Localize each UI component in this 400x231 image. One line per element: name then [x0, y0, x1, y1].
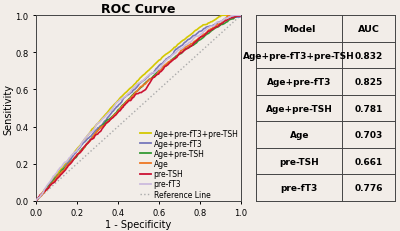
Text: pre-fT3: pre-fT3: [280, 183, 318, 192]
pre-TSH: [238, 15, 243, 18]
Text: 0.832: 0.832: [354, 51, 382, 60]
pre-TSH: [175, 55, 180, 58]
Age+pre-TSH: [175, 55, 180, 57]
pre-fT3: [67, 156, 72, 159]
Title: ROC Curve: ROC Curve: [101, 3, 176, 16]
Text: 0.781: 0.781: [354, 104, 383, 113]
pre-TSH: [118, 109, 123, 112]
Age+pre-fT3+pre-TSH: [231, 15, 236, 18]
Text: 0.825: 0.825: [354, 78, 382, 87]
Age+pre-fT3: [238, 15, 243, 18]
pre-fT3: [230, 15, 235, 18]
pre-TSH: [67, 163, 72, 166]
pre-TSH: [34, 200, 38, 202]
Line: Age: Age: [36, 16, 241, 201]
Text: AUC: AUC: [358, 25, 379, 34]
Age+pre-TSH: [118, 106, 123, 109]
Age+pre-fT3+pre-TSH: [220, 15, 225, 18]
Age+pre-TSH: [116, 109, 121, 112]
X-axis label: 1 - Specificity: 1 - Specificity: [105, 219, 172, 229]
pre-fT3: [233, 15, 238, 18]
Text: Age+pre-TSH: Age+pre-TSH: [266, 104, 333, 113]
Age+pre-fT3+pre-TSH: [116, 100, 121, 102]
Age+pre-fT3: [67, 159, 72, 162]
Age+pre-TSH: [34, 200, 38, 202]
Line: pre-TSH: pre-TSH: [36, 16, 241, 201]
pre-TSH: [230, 17, 235, 20]
Age+pre-fT3: [152, 70, 157, 73]
Age+pre-TSH: [238, 15, 243, 18]
pre-fT3: [118, 98, 123, 101]
Age: [34, 200, 38, 202]
Text: pre-TSH: pre-TSH: [279, 157, 319, 166]
Age+pre-fT3+pre-TSH: [238, 15, 243, 18]
pre-fT3: [238, 15, 243, 18]
Age: [118, 107, 123, 110]
Line: Age+pre-fT3+pre-TSH: Age+pre-fT3+pre-TSH: [36, 16, 241, 201]
Text: Age: Age: [290, 131, 309, 140]
Age: [228, 15, 232, 18]
Line: pre-fT3: pre-fT3: [36, 16, 241, 201]
Age+pre-fT3+pre-TSH: [34, 200, 38, 202]
Age+pre-fT3: [175, 48, 180, 51]
pre-TSH: [116, 111, 121, 114]
Legend: Age+pre-fT3+pre-TSH, Age+pre-fT3, Age+pre-TSH, Age, pre-TSH, pre-fT3, Reference : Age+pre-fT3+pre-TSH, Age+pre-fT3, Age+pr…: [140, 129, 238, 199]
Age+pre-fT3: [34, 200, 38, 202]
Line: Age+pre-TSH: Age+pre-TSH: [36, 16, 241, 201]
Age+pre-fT3: [230, 17, 235, 19]
Age+pre-fT3: [118, 102, 123, 105]
Text: Model: Model: [283, 25, 316, 34]
Age+pre-TSH: [236, 15, 241, 18]
pre-fT3: [152, 72, 157, 75]
Age: [116, 110, 121, 113]
Line: Age+pre-fT3: Age+pre-fT3: [36, 16, 241, 201]
Age: [231, 15, 236, 18]
Age+pre-fT3+pre-TSH: [118, 96, 123, 99]
Text: 0.661: 0.661: [354, 157, 382, 166]
pre-fT3: [116, 101, 121, 103]
Age+pre-fT3+pre-TSH: [67, 158, 72, 160]
Age+pre-fT3+pre-TSH: [152, 64, 157, 67]
Age: [152, 76, 157, 79]
Text: 0.776: 0.776: [354, 183, 383, 192]
Age+pre-TSH: [152, 74, 157, 77]
Text: Age+pre-fT3: Age+pre-fT3: [267, 78, 332, 87]
pre-TSH: [152, 76, 157, 79]
Age+pre-fT3: [116, 104, 121, 107]
Text: 0.703: 0.703: [354, 131, 382, 140]
Age: [175, 55, 180, 58]
Age: [238, 15, 243, 18]
Text: Age+pre-fT3+pre-TSH: Age+pre-fT3+pre-TSH: [243, 51, 355, 60]
Y-axis label: Sensitivity: Sensitivity: [4, 83, 14, 134]
Age+pre-fT3+pre-TSH: [175, 44, 180, 47]
Age+pre-TSH: [67, 162, 72, 164]
Age: [67, 162, 72, 164]
pre-fT3: [34, 200, 38, 202]
Age+pre-TSH: [230, 18, 235, 21]
pre-fT3: [175, 50, 180, 53]
